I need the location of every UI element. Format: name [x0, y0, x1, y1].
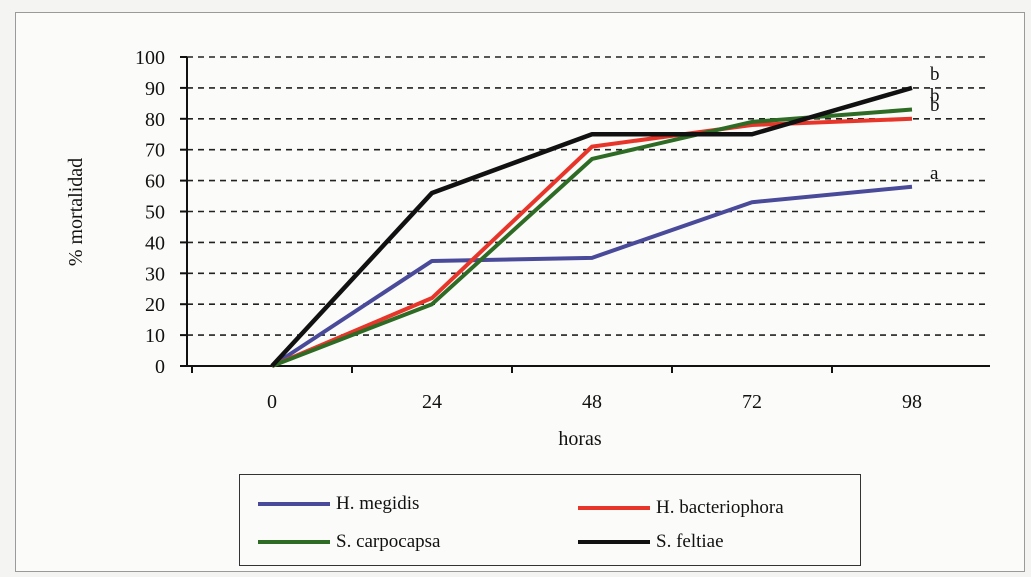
y-tick-label: 70 — [145, 140, 165, 162]
x-tick-label: 48 — [582, 391, 602, 413]
significance-letter: b — [930, 64, 940, 85]
legend-label: H. bacteriophora — [656, 497, 784, 518]
x-tick-label: 0 — [267, 391, 277, 413]
x-ticks: 0 24 48 72 98 — [191, 366, 922, 413]
legend-item-h-bacteriophora: H. bacteriophora — [578, 493, 784, 523]
x-tick-label: 98 — [902, 391, 922, 413]
y-tick-label: 80 — [145, 109, 165, 131]
y-ticks: 0 10 20 30 40 50 60 70 80 90 100 — [135, 47, 187, 378]
legend-swatch — [258, 502, 330, 506]
y-tick-label: 30 — [145, 263, 165, 285]
legend-swatch — [258, 540, 330, 544]
y-tick-label: 90 — [145, 78, 165, 100]
legend-swatch — [578, 506, 650, 510]
y-axis-title: % mortalidad — [65, 158, 87, 266]
significance-labels: a bbb — [930, 64, 940, 184]
legend: H. megidis H. bacteriophora S. carpocaps… — [239, 474, 861, 566]
series-line-h-megidis — [270, 184, 913, 368]
legend-label: S. carpocapsa — [336, 531, 441, 552]
legend-item-s-feltiae: S. feltiae — [578, 527, 724, 557]
series-lines — [270, 85, 913, 368]
x-axis-title: horas — [558, 428, 602, 450]
y-tick-label: 20 — [145, 294, 165, 316]
legend-label: S. feltiae — [656, 531, 724, 552]
y-tick-label: 0 — [155, 356, 165, 378]
legend-item-s-carpocapsa: S. carpocapsa — [258, 527, 440, 557]
y-tick-label: 100 — [135, 47, 165, 69]
series-line-s-feltiae — [270, 85, 913, 368]
y-tick-label: 60 — [145, 171, 165, 193]
legend-swatch — [578, 540, 650, 544]
x-tick-label: 24 — [422, 391, 442, 413]
significance-letter: b — [930, 95, 940, 116]
legend-label: H. megidis — [336, 493, 420, 514]
significance-letter: b — [930, 86, 940, 107]
series-line-h-bacteriophora — [271, 116, 913, 368]
x-tick-label: 72 — [742, 391, 762, 413]
legend-item-h-megidis: H. megidis — [258, 489, 419, 519]
y-tick-label: 50 — [145, 202, 165, 224]
y-tick-label: 40 — [145, 232, 165, 254]
y-tick-label: 10 — [145, 325, 165, 347]
significance-letter: a — [930, 163, 939, 184]
